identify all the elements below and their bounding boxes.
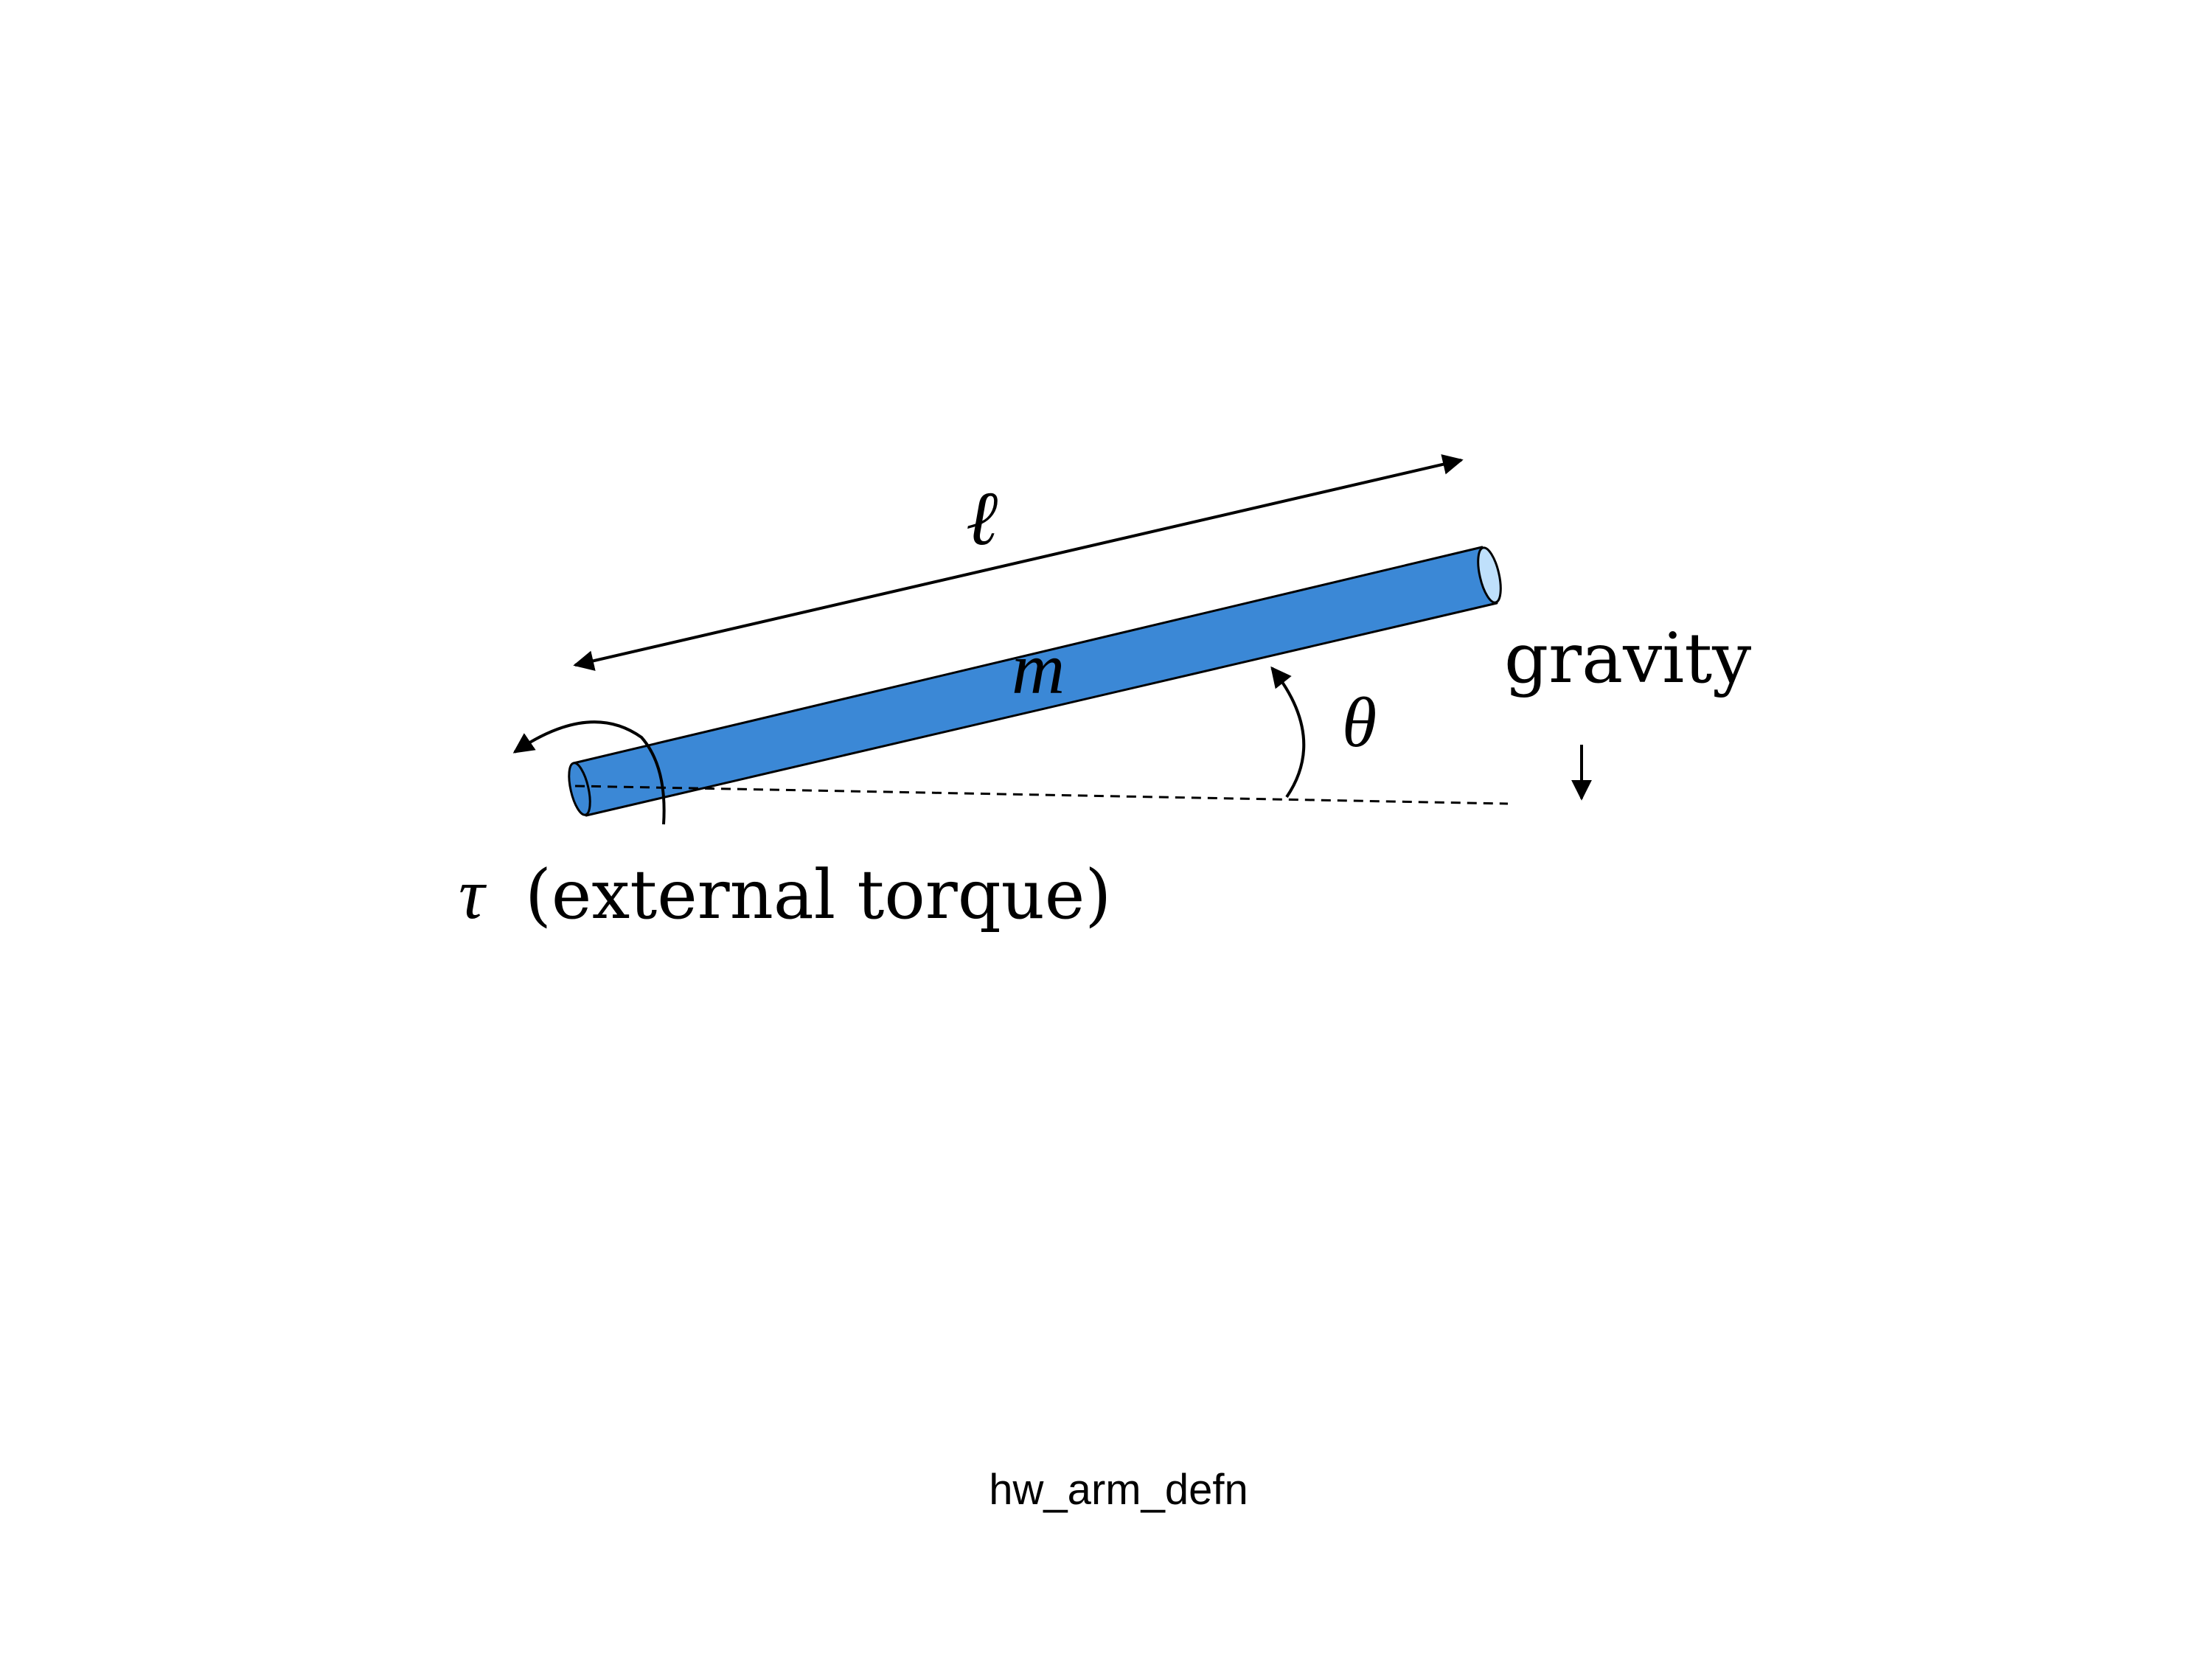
length-label: ℓ [966, 476, 998, 561]
torque-arc [512, 720, 666, 825]
gravity-label: gravity [1504, 619, 1751, 699]
rod-right-end [1477, 546, 1502, 604]
torque-label: (external torque) [525, 855, 1111, 934]
figure-caption: hw_arm_defn [989, 1466, 1248, 1514]
length-dimension-arrow [573, 454, 1464, 671]
torque-symbol: τ [459, 855, 487, 934]
rod-left-end [568, 762, 591, 816]
horizontal-reference-line [574, 785, 1509, 805]
angle-label: θ [1342, 683, 1377, 762]
angle-theta-arc [1270, 666, 1306, 799]
mass-label: m [1012, 627, 1065, 709]
